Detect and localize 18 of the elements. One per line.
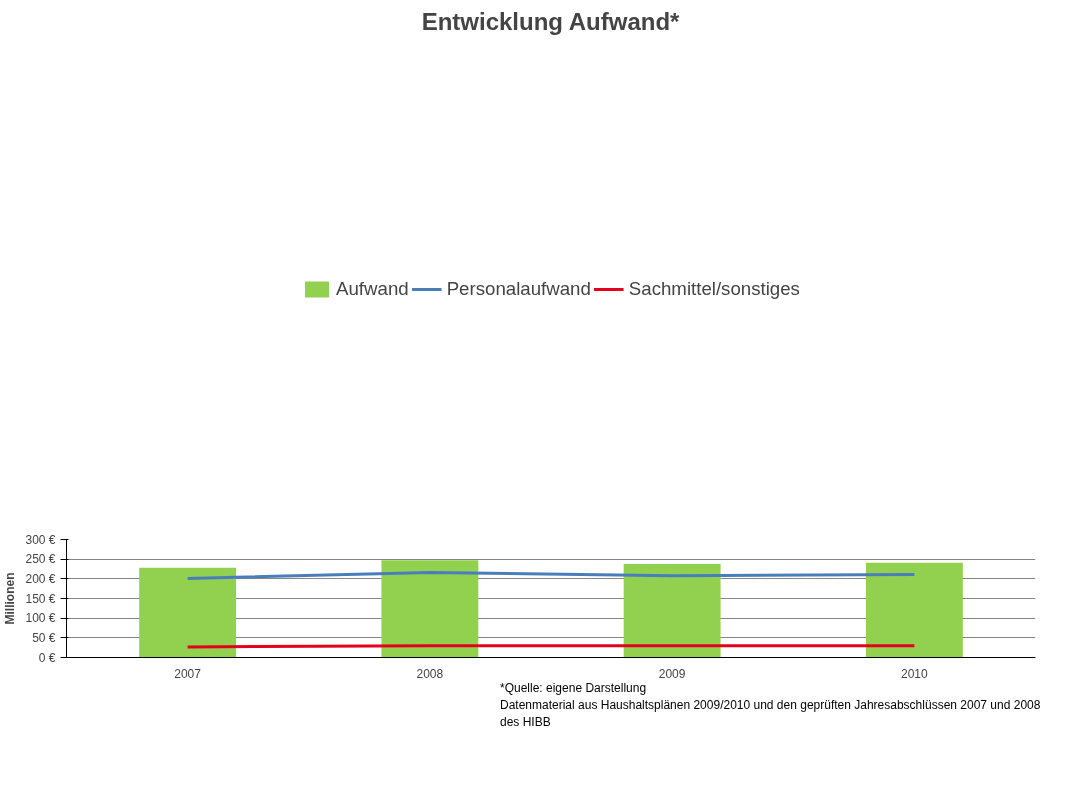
- text: Datenmaterial aus Haushaltsplänen 2009/2010 und den geprüften Jahresabschlüssen 2007 und 2008 des HIBB: [500, 698, 1041, 730]
- legend-label: Sachmittel/sonstiges: [628, 278, 800, 300]
- y-tick-label: 200 €: [25, 571, 56, 586]
- chart-title: Entwicklung Aufwand*: [421, 7, 681, 35]
- text: *Quelle: eigene Darstellung: [500, 681, 647, 695]
- y-tick-label: 100 €: [25, 611, 56, 626]
- x-tick-label: 2009: [658, 666, 686, 681]
- y-tick-label: 50 €: [32, 630, 56, 645]
- x-tick-label: 2007: [174, 666, 202, 681]
- x-tick-label: 2010: [901, 666, 929, 681]
- y-tick-label: 0 €: [38, 650, 56, 665]
- y-tick-label: 150 €: [25, 591, 56, 606]
- legend-label: Aufwand: [336, 278, 409, 300]
- legend-label: Personalaufwand: [446, 278, 591, 300]
- y-tick-label: 250 €: [25, 552, 56, 567]
- x-tick-label: 2008: [416, 666, 444, 681]
- y-tick-label: 300 €: [25, 532, 56, 547]
- y-axis-title: Millionen: [3, 572, 18, 625]
